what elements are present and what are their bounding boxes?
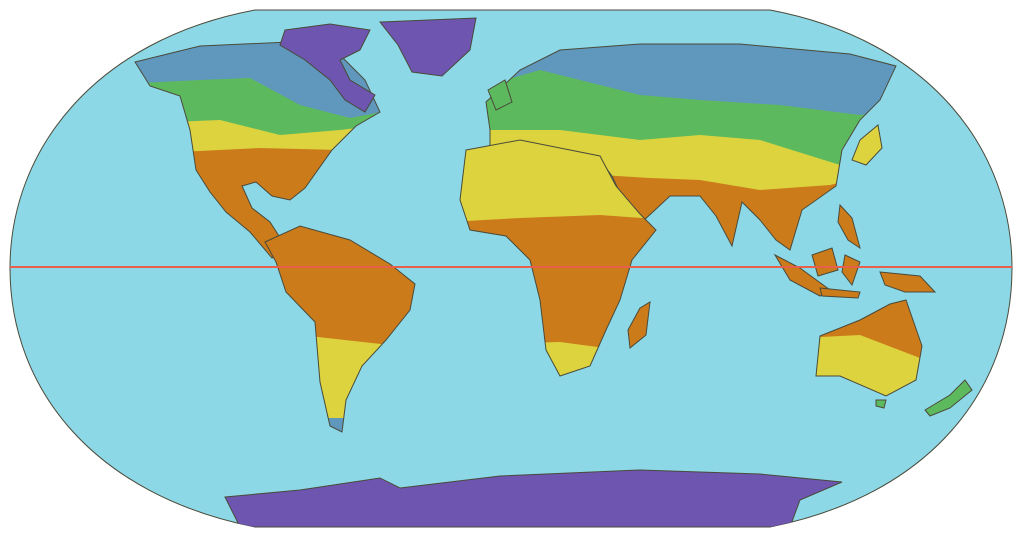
greenland bbox=[379, 17, 477, 77]
south-america-outline bbox=[264, 225, 416, 433]
north-america-outline bbox=[134, 41, 381, 259]
tasmania bbox=[875, 399, 887, 409]
se-asia-islands bbox=[773, 203, 937, 299]
new-zealand bbox=[924, 379, 973, 417]
antarctica bbox=[224, 469, 843, 527]
madagascar bbox=[627, 301, 651, 349]
british-isles bbox=[487, 79, 513, 111]
africa-outline bbox=[459, 139, 657, 377]
japan bbox=[851, 124, 883, 166]
australia-outline bbox=[815, 299, 923, 397]
arctic-islands bbox=[279, 23, 376, 113]
